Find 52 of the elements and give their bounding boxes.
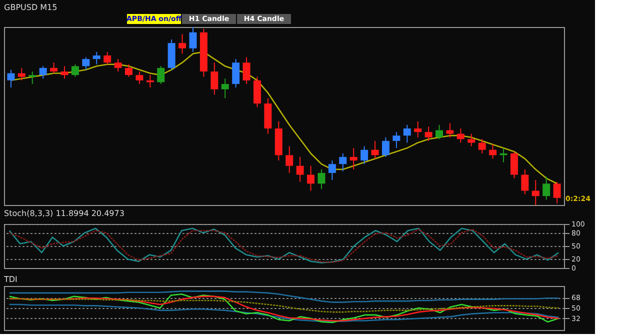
candlestick xyxy=(232,58,240,88)
candlestick xyxy=(328,160,336,181)
candlestick xyxy=(446,122,454,138)
candlestick xyxy=(60,66,68,80)
candlestick xyxy=(286,146,294,174)
chart-title: GBPUSD M15 xyxy=(4,3,58,12)
candlestick xyxy=(253,76,261,108)
candlestick xyxy=(542,176,550,200)
line-series xyxy=(8,290,560,303)
candlestick xyxy=(178,34,186,54)
chart-title: Stoch(8,3,3) 11.8994 20.4973 xyxy=(4,209,124,218)
candlestick xyxy=(104,51,112,65)
candlestick xyxy=(318,168,326,190)
candlestick xyxy=(436,124,444,140)
candlestick xyxy=(371,140,379,160)
candlestick xyxy=(7,69,15,88)
candlestick xyxy=(403,124,411,144)
candlestick xyxy=(28,71,36,84)
line-series xyxy=(8,298,560,313)
candlestick xyxy=(360,146,368,165)
candlestick xyxy=(124,64,132,78)
candlestick xyxy=(136,71,144,84)
candlestick xyxy=(242,56,250,84)
candlestick xyxy=(221,78,229,99)
candlestick xyxy=(157,66,165,84)
candlestick xyxy=(350,148,358,170)
candlestick xyxy=(532,180,540,206)
candlestick xyxy=(296,156,304,182)
candlestick xyxy=(478,138,486,154)
chart-title: TDI xyxy=(3,275,18,284)
candlestick xyxy=(18,67,26,81)
candlestick xyxy=(339,152,347,172)
candlestick xyxy=(50,62,58,74)
line-series xyxy=(8,304,560,322)
candlestick xyxy=(92,51,100,65)
candlestick xyxy=(307,165,315,192)
candlestick xyxy=(414,120,422,138)
candlestick xyxy=(210,62,218,96)
candlestick xyxy=(553,181,561,204)
candlestick xyxy=(114,58,122,72)
candlestick xyxy=(510,151,518,179)
candlestick xyxy=(392,132,400,149)
candlestick xyxy=(189,26,197,52)
candlestick xyxy=(71,64,79,78)
candlestick xyxy=(468,133,476,147)
candlestick xyxy=(521,168,529,195)
candlestick xyxy=(489,144,497,160)
candlestick xyxy=(382,136,390,158)
candlestick xyxy=(424,126,432,142)
candlestick xyxy=(456,128,464,144)
candlestick xyxy=(82,56,90,70)
candlestick xyxy=(39,66,47,80)
